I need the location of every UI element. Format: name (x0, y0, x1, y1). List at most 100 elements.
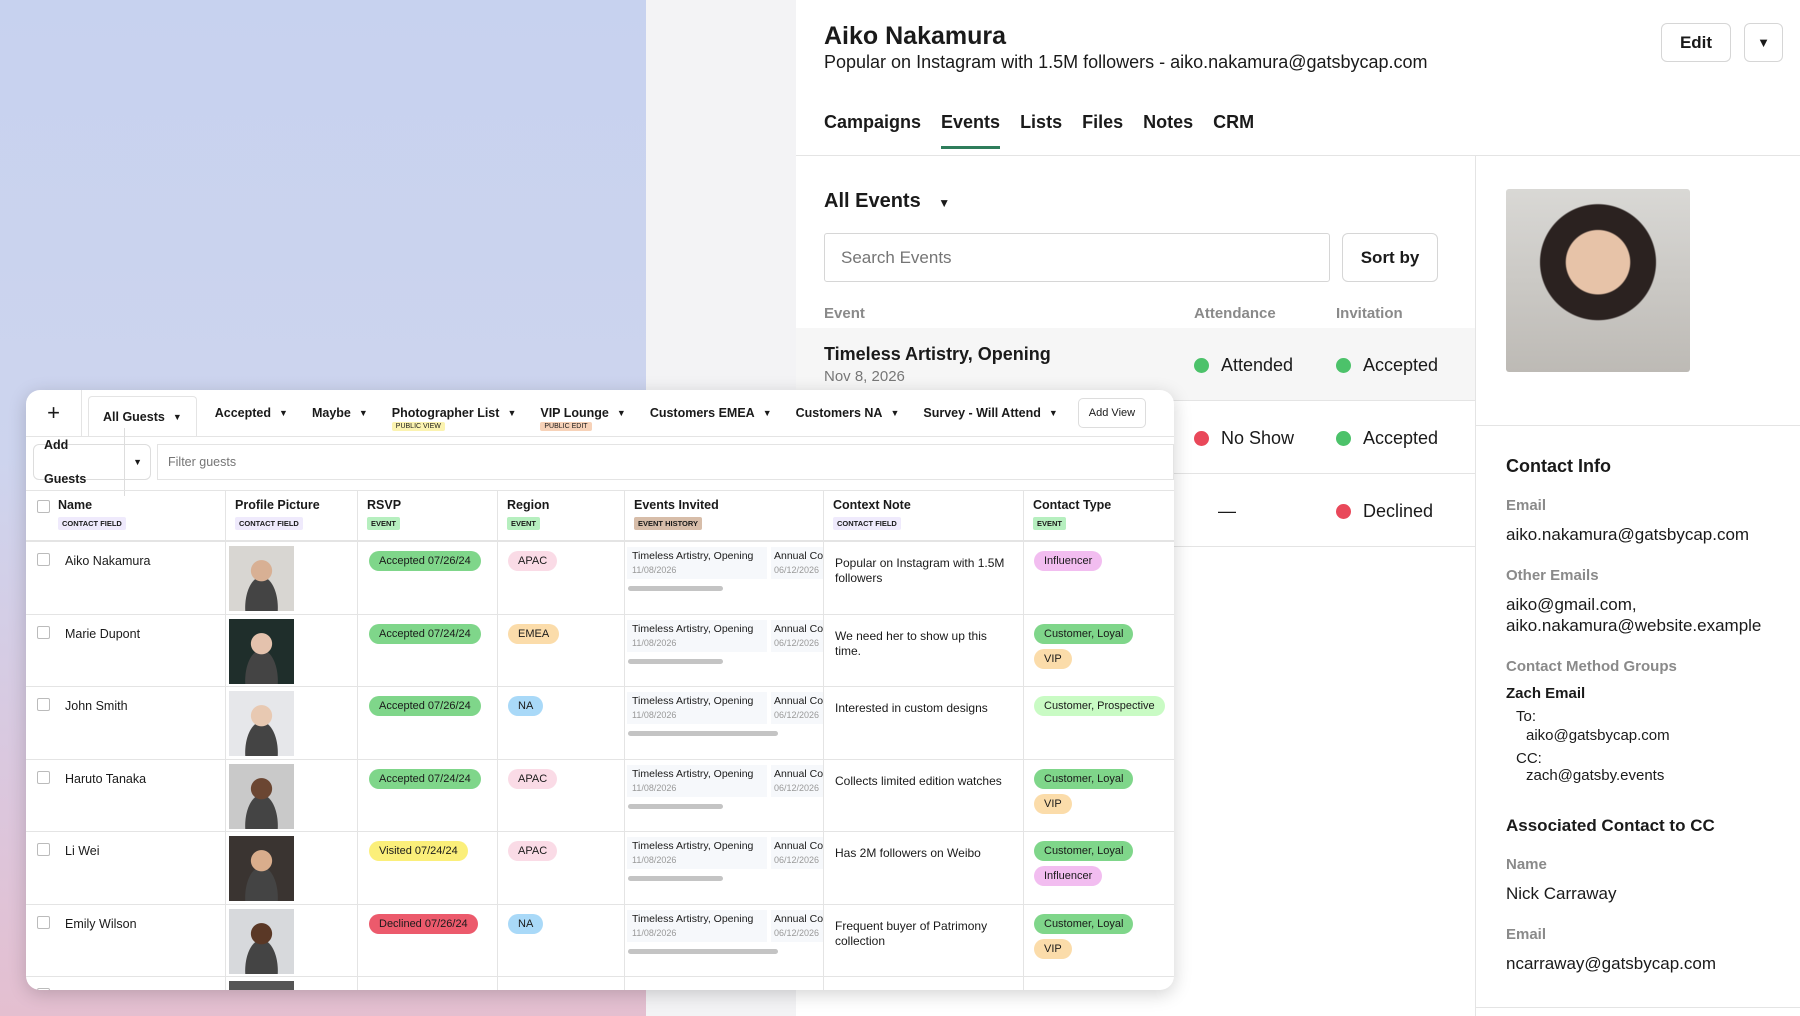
table-row[interactable]: John Smith Accepted 07/26/24 NA Timeless Ar… (26, 687, 1174, 760)
view-tab-customers-emea[interactable]: Customers EMEA ▼ (638, 390, 784, 436)
event-invited-chip[interactable]: Annual Co 06/12/2026 (771, 837, 823, 869)
guest-name[interactable]: Li Wei (65, 844, 100, 858)
event-invited-chip[interactable]: Timeless Artistry, Opening 11/08/2026 (627, 619, 767, 652)
table-row[interactable]: Aiko Nakamura Accepted 07/26/24 APAC Timele… (26, 542, 1174, 615)
event-date: Nov 8, 2026 (824, 368, 905, 385)
event-invited-chip[interactable]: Timeless Artistry, Opening 11/08/2026 (627, 764, 767, 797)
event-invited-chip[interactable]: Annual Co 06/12/2026 (771, 547, 823, 579)
tab-campaigns[interactable]: Campaigns (824, 112, 922, 132)
guest-name[interactable]: Haruto Tanaka (65, 771, 147, 786)
column-label: Context Note (833, 498, 911, 512)
event-name[interactable]: Timeless Artistry, Opening (824, 344, 1051, 364)
caret-down-icon[interactable]: ▼ (133, 457, 142, 467)
caret-down-icon[interactable]: ▼ (1048, 408, 1058, 418)
column-header-events-invited[interactable]: Events Invited EVENT HISTORY (634, 498, 719, 530)
caret-down-icon[interactable]: ▼ (616, 408, 626, 418)
event-invited-chip[interactable]: Timeless Artistry, Opening 11/08/2026 (627, 692, 767, 724)
view-tab-accepted[interactable]: Accepted ▼ (203, 390, 300, 436)
view-tab-vip-lounge[interactable]: VIP Lounge ▼ PUBLIC EDIT (528, 390, 637, 436)
event-invited-chip[interactable]: Timeless Artistry, Opening 11/08/2026 (627, 909, 767, 942)
column-header-region[interactable]: Region EVENT (507, 498, 549, 530)
select-all-checkbox[interactable] (37, 500, 50, 513)
column-header-rsvp[interactable]: RSVP EVENT (367, 498, 401, 530)
column-divider[interactable] (497, 490, 498, 540)
event-invited-chip[interactable]: Annual Co 06/12/2026 (771, 692, 823, 724)
view-tab-maybe[interactable]: Maybe ▼ (300, 390, 380, 436)
column-divider[interactable] (823, 490, 824, 540)
row-checkbox[interactable] (37, 843, 50, 856)
table-row[interactable]: Li Wei Visited 07/24/24 APAC Timeless Artis… (26, 832, 1174, 905)
caret-down-icon[interactable]: ▼ (358, 408, 368, 418)
caret-down-icon[interactable]: ▼ (172, 411, 182, 422)
assoc-email-label: Email (1506, 926, 1547, 943)
horizontal-scrollbar[interactable] (628, 586, 723, 591)
horizontal-scrollbar[interactable] (628, 658, 723, 664)
table-row[interactable]: Emily Wilson Declined 07/26/24 NA Timeless … (26, 904, 1174, 977)
guest-name[interactable]: Marie Dupont (65, 626, 141, 641)
status-dot-icon (1336, 504, 1351, 519)
guest-name[interactable]: Emily Wilson (65, 916, 137, 931)
assoc-name-value: Nick Carraway (1506, 884, 1617, 903)
sort-by-button[interactable]: Sort by (1342, 233, 1438, 282)
row-checkbox[interactable] (37, 698, 50, 711)
event-name: Annual Co (774, 767, 823, 780)
more-dropdown-button[interactable]: ▼ (1744, 23, 1783, 62)
edit-button[interactable]: Edit (1661, 23, 1731, 62)
event-invited-chip[interactable]: Annual Co 06/12/2026 (771, 764, 823, 797)
attendance-label: Attended (1221, 355, 1294, 375)
caret-down-icon[interactable]: ▼ (279, 408, 288, 418)
tab-notes[interactable]: Notes (1143, 112, 1194, 132)
other-email-2: aiko.nakamura@website.example (1506, 616, 1762, 635)
tab-events[interactable]: Events (941, 112, 1001, 149)
horizontal-scrollbar[interactable] (628, 948, 778, 954)
event-invited-chip[interactable]: Timeless Artistry, Opening 11/08/2026 (627, 547, 767, 579)
row-checkbox[interactable] (37, 915, 50, 929)
add-view-button[interactable]: Add View (1077, 398, 1147, 428)
row-checkbox[interactable] (37, 988, 50, 990)
event-invited-chip[interactable]: Annual Co 06/12/2026 (771, 619, 823, 652)
add-guests-button[interactable]: Add Guests ▼ (33, 428, 151, 496)
row-checkbox[interactable] (37, 770, 50, 784)
column-header-contact-type[interactable]: Contact Type EVENT (1033, 498, 1111, 530)
guest-name[interactable]: John Smith (65, 699, 128, 713)
column-divider (357, 904, 358, 977)
view-tab-customers-na[interactable]: Customers NA ▼ (784, 390, 912, 436)
caret-down-icon[interactable]: ▼ (890, 408, 900, 418)
tab-files[interactable]: Files (1082, 112, 1124, 132)
column-header-context-note[interactable]: Context Note CONTACT FIELD (833, 498, 911, 530)
column-divider (225, 759, 226, 832)
column-divider (823, 614, 824, 687)
all-events-dropdown[interactable]: All Events ▼ (824, 190, 950, 213)
view-tab-photographer-list[interactable]: Photographer List ▼ PUBLIC VIEW (380, 390, 529, 436)
table-row[interactable]: Haruto Tanaka Accepted 07/24/24 APAC Timele… (26, 759, 1174, 832)
column-divider[interactable] (225, 490, 226, 540)
table-row[interactable]: Marie Dupont Accepted 07/24/24 EMEA Timeles… (26, 614, 1174, 687)
column-divider[interactable] (624, 490, 625, 540)
horizontal-scrollbar[interactable] (628, 803, 723, 809)
tab-crm[interactable]: CRM (1213, 112, 1255, 132)
add-view-plus-button[interactable]: + (26, 390, 82, 436)
other-email-1: aiko@gmail.com, (1506, 595, 1637, 614)
view-tab-label: Survey - Will Attend (923, 406, 1041, 420)
column-divider[interactable] (1023, 490, 1024, 540)
horizontal-scrollbar[interactable] (628, 731, 778, 736)
caret-down-icon[interactable]: ▼ (762, 408, 772, 418)
event-row[interactable]: Timeless Artistry, Opening Nov 8, 2026 Att… (796, 328, 1475, 401)
search-events-input[interactable] (824, 233, 1330, 282)
view-tab-all-guests[interactable]: All Guests ▼ (88, 396, 197, 436)
column-label: Contact Type (1033, 498, 1112, 512)
row-checkbox[interactable] (37, 625, 50, 639)
caret-down-icon[interactable]: ▼ (507, 408, 517, 418)
event-invited-chip[interactable]: Annual Co 06/12/2026 (771, 909, 823, 942)
event-invited-chip[interactable]: Timeless Artistry, Opening 11/08/2026 (627, 837, 767, 869)
horizontal-scrollbar[interactable] (628, 876, 723, 881)
tab-lists[interactable]: Lists (1020, 112, 1063, 132)
column-header-name[interactable]: Name CONTACT FIELD (58, 498, 126, 530)
column-divider[interactable] (357, 490, 358, 540)
column-header-profile-picture[interactable]: Profile Picture CONTACT FIELD (235, 498, 320, 530)
row-checkbox[interactable] (37, 553, 50, 566)
view-tab-survey-will-attend[interactable]: Survey - Will Attend ▼ (911, 390, 1069, 436)
filter-guests-input[interactable] (157, 444, 1174, 480)
guest-name[interactable]: Aiko Nakamura (65, 554, 151, 568)
table-row[interactable] (26, 977, 1174, 990)
